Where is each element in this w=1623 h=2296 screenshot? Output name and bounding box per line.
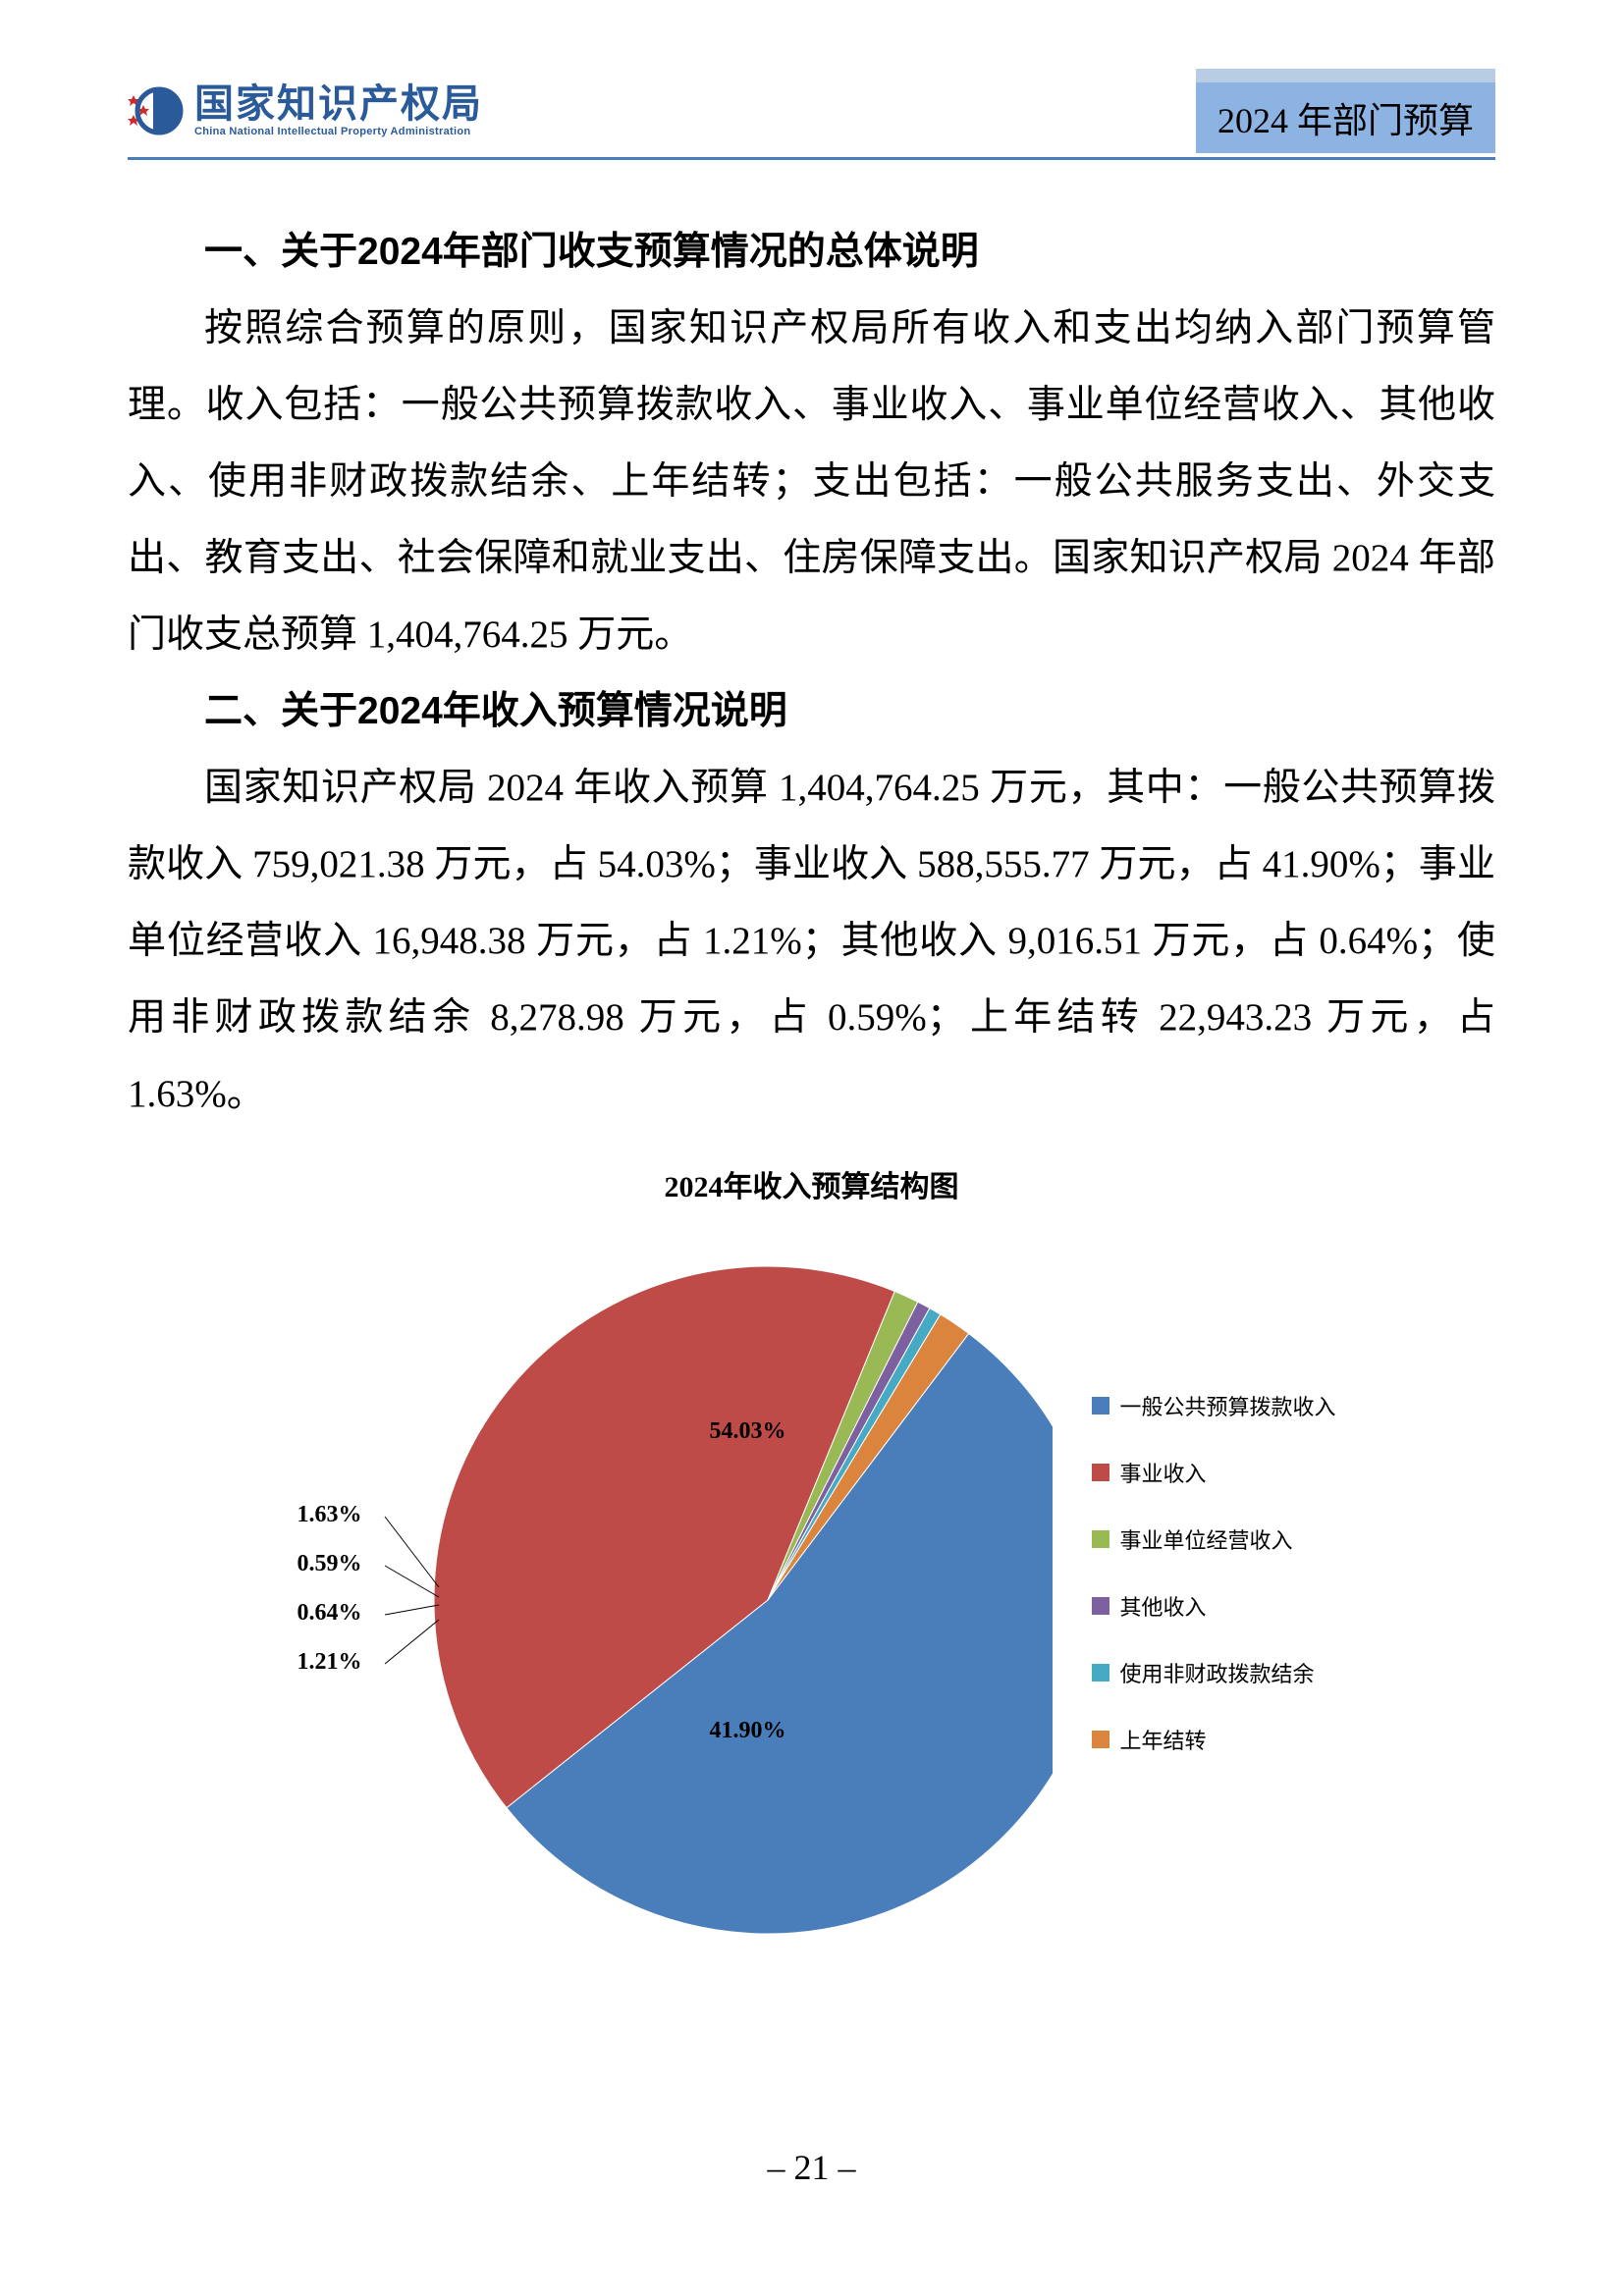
legend-swatch	[1092, 1464, 1109, 1481]
chart-row: 54.03% 41.90% 1.21% 0.64% 0.59% 1.63% 一般公共预算拨…	[128, 1227, 1495, 1953]
legend-item: 使用非财政拨款结余	[1092, 1657, 1335, 1688]
section-1-body: 按照综合预算的原则，国家知识产权局所有收入和支出均纳入部门预算管理。收入包括：一…	[128, 291, 1495, 673]
document-page: 国家知识产权局 China National Intellectual Prop…	[0, 0, 1623, 2296]
org-name-en: China National Intellectual Property Adm…	[194, 127, 483, 137]
chart-title: 2024年收入预算结构图	[128, 1162, 1495, 1205]
legend-item: 事业单位经营收入	[1092, 1523, 1335, 1555]
logo-icon	[128, 81, 187, 140]
legend-label: 其他收入	[1119, 1590, 1206, 1622]
section-1-title: 一、关于2024年部门收支预算情况的总体说明	[128, 214, 1495, 291]
slice-label: 54.03%	[709, 1418, 785, 1445]
legend-label: 一般公共预算拨款收入	[1119, 1390, 1335, 1421]
logo-text: 国家知识产权局 China National Intellectual Prop…	[194, 84, 483, 137]
legend-label: 事业单位经营收入	[1119, 1523, 1292, 1555]
org-name-cn: 国家知识产权局	[194, 84, 483, 124]
legend-swatch	[1092, 1597, 1109, 1615]
slice-label: 1.63%	[297, 1502, 361, 1528]
legend-label: 上年结转	[1119, 1724, 1206, 1755]
slice-label: 0.64%	[297, 1600, 361, 1627]
legend-label: 事业收入	[1119, 1457, 1206, 1488]
organization-logo: 国家知识产权局 China National Intellectual Prop…	[128, 81, 483, 140]
legend-swatch	[1092, 1731, 1109, 1748]
legend-swatch	[1092, 1664, 1109, 1682]
legend-swatch	[1092, 1397, 1109, 1415]
leader-line	[385, 1620, 439, 1664]
slice-label: 0.59%	[297, 1551, 361, 1577]
pie-container: 54.03% 41.90% 1.21% 0.64% 0.59% 1.63%	[287, 1227, 1053, 1953]
page-header: 国家知识产权局 China National Intellectual Prop…	[128, 69, 1495, 160]
leader-line	[385, 1566, 439, 1597]
legend-item: 其他收入	[1092, 1590, 1335, 1622]
legend-item: 上年结转	[1092, 1724, 1335, 1755]
legend-item: 事业收入	[1092, 1457, 1335, 1488]
section-2-title: 二、关于2024年收入预算情况说明	[128, 673, 1495, 750]
revenue-pie-chart: 2024年收入预算结构图 54.03% 41.90% 1.21% 0.64% 0.59%…	[128, 1162, 1495, 1953]
leader-line	[385, 1517, 439, 1587]
section-2-body: 国家知识产权局 2024 年收入预算 1,404,764.25 万元，其中：一般…	[128, 750, 1495, 1133]
slice-label: 41.90%	[709, 1718, 785, 1744]
slice-label: 1.21%	[297, 1649, 361, 1676]
body-content: 一、关于2024年部门收支预算情况的总体说明 按照综合预算的原则，国家知识产权局…	[128, 214, 1495, 1133]
legend-label: 使用非财政拨款结余	[1119, 1657, 1314, 1688]
leader-line	[385, 1605, 439, 1615]
header-badge: 2024 年部门预算	[1196, 69, 1495, 153]
chart-legend: 一般公共预算拨款收入事业收入事业单位经营收入其他收入使用非财政拨款结余上年结转	[1092, 1390, 1335, 1790]
page-number: – 21 –	[0, 2147, 1623, 2188]
legend-item: 一般公共预算拨款收入	[1092, 1390, 1335, 1421]
legend-swatch	[1092, 1530, 1109, 1548]
